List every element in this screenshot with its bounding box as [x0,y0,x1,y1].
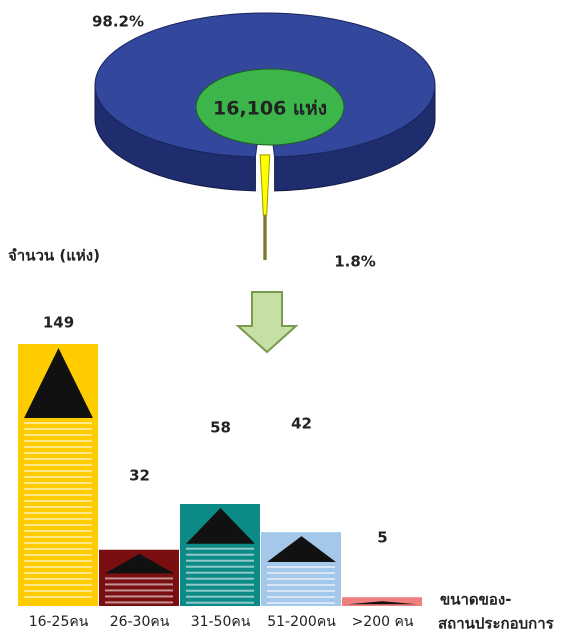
value-label: 149 [43,314,74,332]
bar-stripe [24,554,92,556]
pie: 16,106 แห่ง [94,12,436,260]
bar-stripe [24,464,92,466]
bar-stripe [267,589,335,592]
bar-stripe [24,560,92,562]
bar-stripe [186,589,254,592]
bar-roof [348,601,417,605]
bar-stripe [267,595,335,598]
center-ellipse [195,68,345,146]
bar-stripe [24,596,92,598]
bar-stripe [24,584,92,586]
bar-roof [24,348,93,418]
bar-stripe [186,559,254,562]
arrow [235,291,299,354]
bar-stripe [105,583,173,586]
bar-stripe [105,601,173,604]
bar-stripe [105,595,173,598]
bar-stripe [24,512,92,514]
bar-stripe [24,578,92,580]
bar-stripe [186,583,254,586]
bar-stripe [24,518,92,520]
bar-stripe [24,452,92,454]
bar-stripe [24,506,92,508]
x-tick-label: >200 คน [352,614,414,630]
bar-stripe [24,542,92,544]
value-label: 5 [377,529,387,547]
bar-stripe [186,553,254,556]
bar-stripe [105,577,173,580]
bar-stripe [24,446,92,448]
bar-stripe [186,577,254,580]
x-axis-label: ขนาดของ- [440,591,511,609]
bar-stripe [267,583,335,586]
bar-stripe [105,589,173,592]
bar-stripe [24,488,92,490]
bar-stripe [24,470,92,472]
pie-label: 98.2% [92,13,144,31]
bar-stripe [186,565,254,568]
bar-stripe [186,547,254,550]
x-axis-label: สถานประกอบการ [438,615,555,633]
bar-stripe [267,571,335,574]
value-label: 58 [210,419,231,437]
bar-stripe [267,601,335,604]
bar-stripe [24,548,92,550]
bar-stripe [267,577,335,580]
bar-stripe [24,458,92,460]
x-tick-label: 51-200คน [267,614,336,630]
bar-stripe [24,590,92,592]
bar-stripe [24,428,92,430]
bar-stripe [186,595,254,598]
bar-stripe [24,572,92,574]
pie-slice [259,154,271,216]
bar-roof [105,553,174,574]
x-tick-label: 16-25คน [29,614,89,630]
x-tick-label: 31-50คน [191,614,251,630]
x-tick-label: 26-30คน [110,614,170,630]
bar-stripe [24,482,92,484]
bar-stripe [24,422,92,424]
bar-stripe [186,571,254,574]
value-label: 42 [291,415,312,433]
pie-label: 1.8% [334,253,376,271]
bar-stripe [24,524,92,526]
bar-roof [186,508,255,544]
bar-stripe [267,565,335,568]
bar-stripe [24,494,92,496]
y-axis-label: จำนวน (แห่ง) [8,247,100,265]
bar-stripe [24,536,92,538]
bar-stripe [24,440,92,442]
bar-stripe [24,530,92,532]
bar-stripe [186,601,254,604]
bar-stripe [24,476,92,478]
pie-slice-side [263,215,267,260]
center-label: 16,106 แห่ง [213,98,327,120]
bars: 149 16-25คน 32 26-30คน 58 31-50คน 42 51-200คน 5 >… [18,314,422,630]
bar-stripe [24,434,92,436]
bar-stripe [24,566,92,568]
bar-stripe [24,500,92,502]
value-label: 32 [129,467,150,485]
bar-roof [267,536,336,562]
